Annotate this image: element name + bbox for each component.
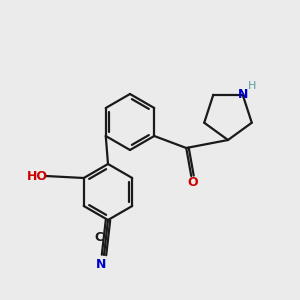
- Text: C: C: [94, 231, 103, 244]
- Text: HO: HO: [27, 169, 48, 182]
- Text: O: O: [187, 176, 198, 190]
- Text: H: H: [248, 81, 256, 91]
- Text: N: N: [96, 257, 106, 271]
- Text: N: N: [238, 88, 248, 101]
